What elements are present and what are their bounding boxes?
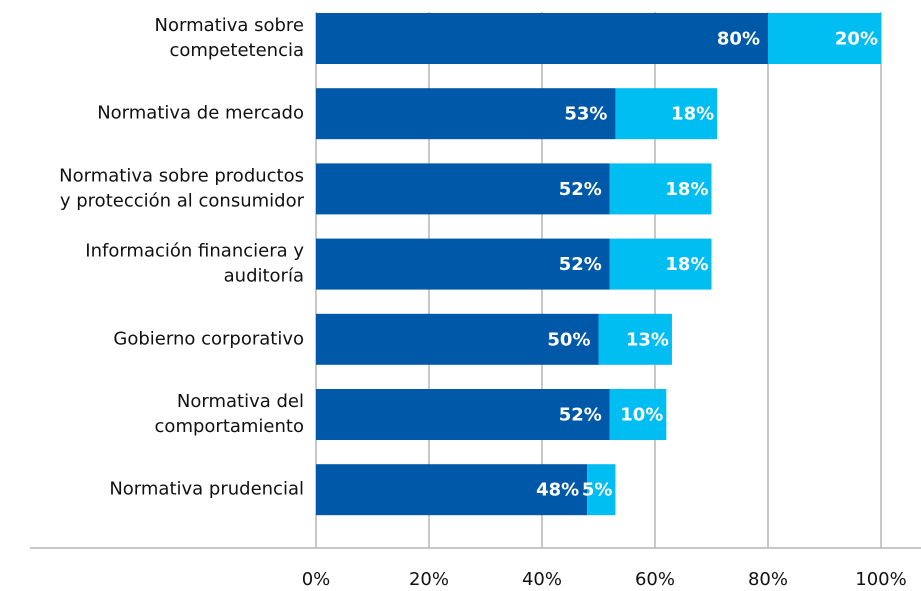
- value-label: 52%: [559, 179, 602, 200]
- x-tick-label: 80%: [748, 569, 788, 590]
- x-tick-label: 20%: [409, 569, 449, 590]
- x-tick-label: 40%: [522, 569, 562, 590]
- x-tick-label: 60%: [635, 569, 675, 590]
- value-label: 20%: [835, 29, 878, 50]
- bar-segment: [316, 13, 768, 64]
- value-label: 10%: [620, 405, 663, 426]
- bar-segment: [316, 238, 610, 290]
- bar-segment: [316, 163, 610, 215]
- value-label: 50%: [547, 329, 590, 350]
- bar-segment: [316, 313, 599, 365]
- value-label: 80%: [717, 29, 760, 50]
- x-tick-label: 0%: [302, 569, 331, 590]
- value-label: 5%: [582, 480, 613, 501]
- category-label: auditoría: [224, 266, 304, 287]
- bar-segment: [316, 88, 616, 140]
- bar-segment: [316, 389, 610, 440]
- category-label: Normativa prudencial: [109, 479, 304, 500]
- bar-segment: [768, 13, 881, 64]
- category-label: Gobierno corporativo: [113, 328, 304, 349]
- bar-segment: [615, 88, 718, 140]
- category-label: comportamiento: [155, 416, 304, 437]
- category-label: Información financiera y: [85, 241, 304, 262]
- bar-segment: [598, 313, 672, 365]
- bar-segment: [609, 238, 712, 290]
- bar-segment: [316, 464, 588, 516]
- category-label: Normativa sobre productos: [59, 165, 304, 186]
- category-label: Normativa de mercado: [97, 103, 304, 124]
- value-label: 52%: [559, 254, 602, 275]
- value-label: 13%: [626, 329, 669, 350]
- x-tick-label: 100%: [855, 569, 906, 590]
- value-label: 18%: [671, 104, 714, 125]
- bar-segment: [609, 163, 712, 215]
- value-label: 48%: [536, 480, 579, 501]
- value-label: 52%: [559, 405, 602, 426]
- value-label: 53%: [564, 104, 607, 125]
- bar-segment: [587, 464, 616, 516]
- value-label: 18%: [665, 254, 708, 275]
- category-label: Normativa sobre: [155, 15, 304, 36]
- category-label: Normativa del: [177, 391, 304, 412]
- category-label: competetencia: [169, 40, 304, 61]
- bar-segment: [609, 389, 667, 440]
- category-label: y protección al consumidor: [60, 190, 305, 211]
- value-label: 18%: [665, 179, 708, 200]
